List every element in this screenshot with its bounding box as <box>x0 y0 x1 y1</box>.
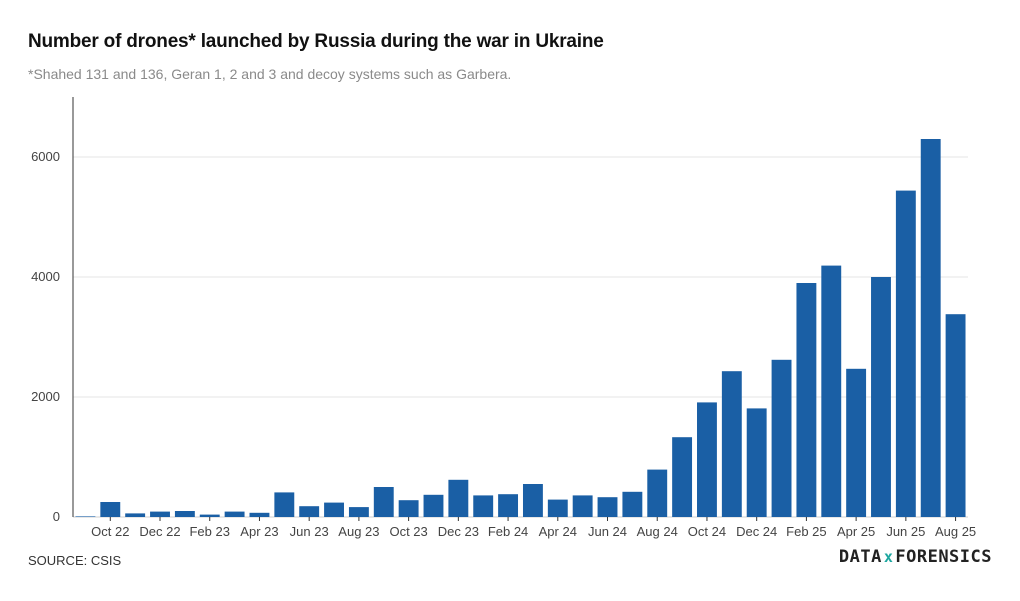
x-tick-label: Feb 23 <box>189 524 229 539</box>
x-tick-label: Feb 24 <box>488 524 528 539</box>
bar <box>348 507 369 517</box>
bar <box>920 139 941 517</box>
bar <box>324 502 344 517</box>
bar <box>448 479 469 517</box>
bar <box>423 494 444 517</box>
x-tick-label: Dec 22 <box>139 524 180 539</box>
bar <box>871 277 891 517</box>
bar <box>796 283 817 517</box>
x-tick-label: Jun 24 <box>588 524 627 539</box>
source-note: SOURCE: CSIS <box>28 553 122 568</box>
bar <box>746 408 767 517</box>
x-tick-label: Oct 24 <box>688 524 726 539</box>
y-tick-label: 4000 <box>31 269 60 284</box>
x-tick-label: Dec 24 <box>736 524 777 539</box>
bar <box>597 497 618 517</box>
bar <box>771 359 792 517</box>
bar <box>572 495 593 517</box>
bar <box>150 511 170 517</box>
logo-word-data: DATA <box>838 547 882 567</box>
logo-x-mark: x <box>883 548 894 566</box>
bar <box>547 499 568 517</box>
y-tick-label: 2000 <box>31 389 60 404</box>
logo-word-forensics: FORENSICS <box>895 547 992 567</box>
bar <box>224 511 245 517</box>
y-tick-label: 6000 <box>31 149 60 164</box>
y-axis-ticks: 0 2000 4000 6000 <box>31 149 60 524</box>
bar <box>846 368 867 517</box>
x-tick-label: Jun 23 <box>290 524 329 539</box>
bar <box>274 492 295 517</box>
bar <box>821 265 842 517</box>
chart-title: Number of drones* launched by Russia dur… <box>28 31 604 52</box>
bar <box>647 469 668 517</box>
bar <box>100 502 121 517</box>
x-tick-label: Apr 25 <box>837 524 875 539</box>
x-tick-label: Aug 25 <box>935 524 976 539</box>
bar <box>721 371 742 517</box>
bar-series <box>75 139 966 517</box>
x-tick-label: Aug 23 <box>338 524 379 539</box>
bar <box>174 511 195 517</box>
bar <box>373 487 394 517</box>
x-tick-label: Jun 25 <box>886 524 925 539</box>
bar <box>398 500 419 517</box>
bar <box>672 437 693 517</box>
x-tick-label: Feb 25 <box>786 524 826 539</box>
bar <box>249 512 270 517</box>
bar <box>895 190 916 517</box>
bar <box>473 495 494 517</box>
bar <box>945 314 966 517</box>
chart-subtitle: *Shahed 131 and 136, Geran 1, 2 and 3 an… <box>28 66 512 82</box>
x-tick-label: Dec 23 <box>438 524 479 539</box>
bar <box>697 402 717 517</box>
data-forensics-logo: DATA x FORENSICS <box>839 547 992 567</box>
bar <box>299 506 320 517</box>
bar <box>522 484 543 517</box>
x-tick-label: Apr 24 <box>539 524 577 539</box>
bar <box>199 514 220 517</box>
bar <box>622 491 643 517</box>
x-tick-label: Oct 22 <box>91 524 129 539</box>
x-tick-label: Aug 24 <box>637 524 678 539</box>
x-tick-label: Oct 23 <box>389 524 427 539</box>
y-tick-label: 0 <box>53 509 60 524</box>
bar <box>75 516 96 517</box>
gridlines <box>73 156 968 518</box>
bar <box>498 494 519 517</box>
x-tick-label: Apr 23 <box>240 524 278 539</box>
bar <box>125 513 146 517</box>
x-axis-ticks: Oct 22 Dec 22 Feb 23 Apr 23 Jun 23 Aug 23 Oct … <box>91 517 976 539</box>
